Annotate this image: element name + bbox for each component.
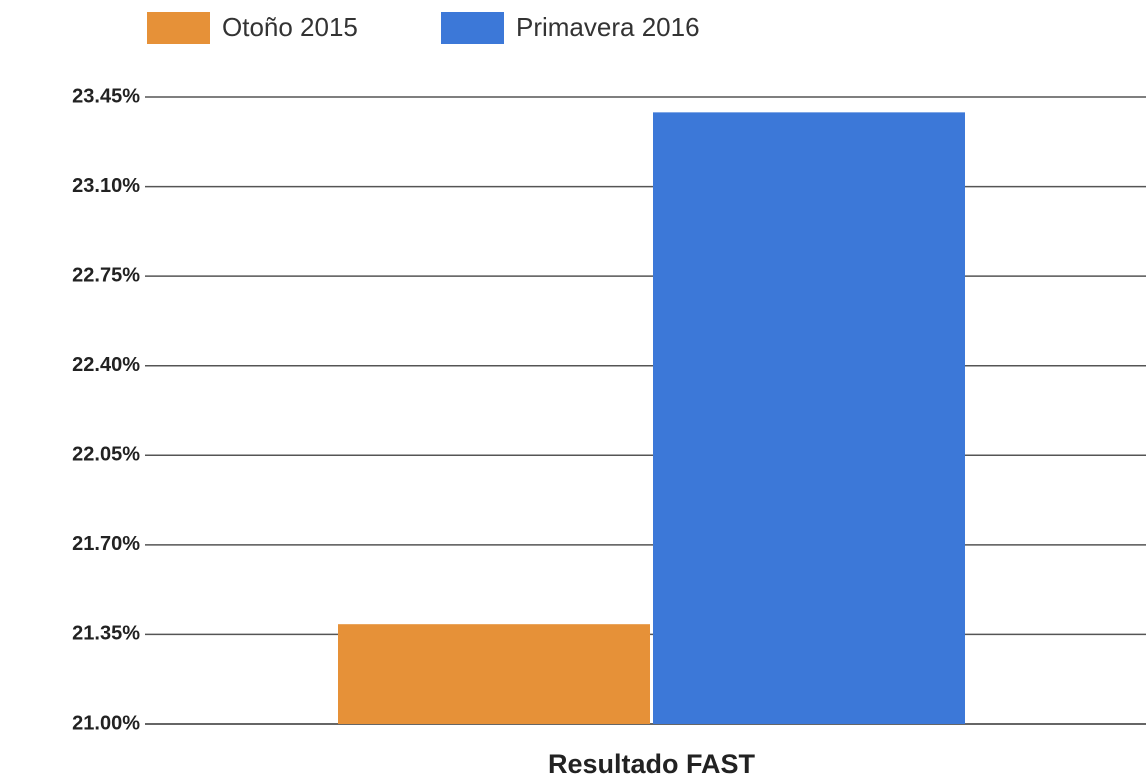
y-tick-label: 23.45% bbox=[72, 85, 140, 107]
y-tick-label: 23.10% bbox=[72, 175, 140, 197]
legend-label: Primavera 2016 bbox=[516, 12, 700, 42]
y-tick-label: 21.00% bbox=[72, 712, 140, 734]
y-tick-label: 22.40% bbox=[72, 354, 140, 376]
bar bbox=[338, 624, 650, 724]
y-tick-label: 21.35% bbox=[72, 623, 140, 645]
legend-swatch bbox=[147, 12, 210, 44]
y-tick-label: 21.70% bbox=[72, 533, 140, 555]
y-tick-label: 22.05% bbox=[72, 444, 140, 466]
bar bbox=[653, 112, 965, 724]
y-tick-label: 22.75% bbox=[72, 264, 140, 286]
legend-label: Otoño 2015 bbox=[222, 12, 358, 42]
legend-swatch bbox=[441, 12, 504, 44]
x-tick-label: Resultado FAST bbox=[548, 749, 756, 778]
